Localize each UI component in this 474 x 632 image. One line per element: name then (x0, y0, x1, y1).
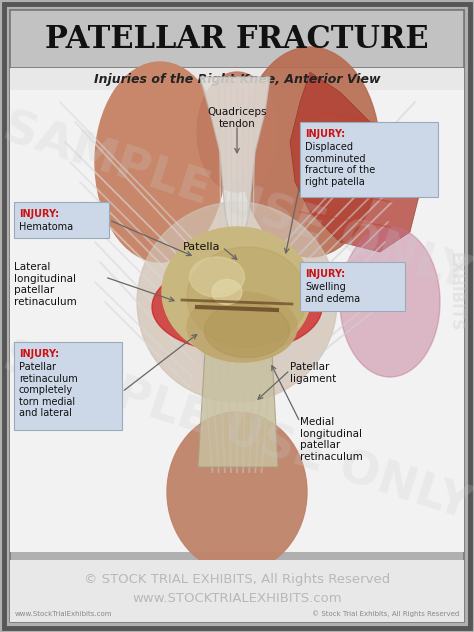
FancyBboxPatch shape (14, 342, 122, 430)
Text: Patellar
ligament: Patellar ligament (290, 362, 336, 384)
FancyBboxPatch shape (10, 68, 464, 90)
Ellipse shape (152, 262, 322, 352)
Polygon shape (200, 77, 270, 237)
Text: PATELLAR FRACTURE: PATELLAR FRACTURE (45, 23, 429, 54)
Ellipse shape (137, 202, 337, 402)
Ellipse shape (197, 72, 277, 192)
Polygon shape (198, 352, 278, 467)
Text: Quadriceps
tendon: Quadriceps tendon (207, 107, 267, 128)
FancyBboxPatch shape (300, 122, 438, 197)
Text: INJURY:: INJURY: (305, 129, 345, 139)
Text: Patellar
retinaculum
completely
torn medial
and lateral: Patellar retinaculum completely torn med… (19, 362, 78, 418)
Text: Medial
longitudinal
patellar
retinaculum: Medial longitudinal patellar retinaculum (300, 417, 363, 462)
FancyBboxPatch shape (10, 68, 464, 552)
Ellipse shape (187, 292, 297, 362)
Text: Patella: Patella (182, 242, 220, 252)
Text: Hematoma: Hematoma (19, 222, 73, 232)
FancyBboxPatch shape (14, 202, 109, 238)
Text: © Stock Trial Exhibits, All Rights Reserved: © Stock Trial Exhibits, All Rights Reser… (312, 611, 459, 617)
Text: Displaced
comminuted
fracture of the
right patella: Displaced comminuted fracture of the rig… (305, 142, 375, 187)
Text: Swelling
and edema: Swelling and edema (305, 282, 360, 303)
Ellipse shape (190, 257, 245, 297)
Text: SAMPLE USE ONLY: SAMPLE USE ONLY (0, 335, 474, 529)
Text: SAMPLE USE ONLY: SAMPLE USE ONLY (0, 105, 474, 299)
Ellipse shape (187, 247, 307, 347)
Ellipse shape (204, 303, 290, 358)
FancyBboxPatch shape (4, 4, 470, 628)
Ellipse shape (95, 62, 225, 262)
Text: © STOCK TRIAL EXHIBITS, All Rights Reserved: © STOCK TRIAL EXHIBITS, All Rights Reser… (84, 573, 390, 586)
Text: Injuries of the Right Knee, Anterior View: Injuries of the Right Knee, Anterior Vie… (94, 73, 380, 85)
FancyBboxPatch shape (10, 10, 464, 68)
Ellipse shape (212, 279, 242, 305)
Ellipse shape (162, 227, 312, 357)
FancyBboxPatch shape (10, 560, 464, 622)
Text: Lateral
longitudinal
patellar
retinaculum: Lateral longitudinal patellar retinaculu… (14, 262, 77, 307)
Ellipse shape (340, 227, 440, 377)
Polygon shape (290, 72, 420, 252)
Text: INJURY:: INJURY: (19, 349, 59, 359)
Ellipse shape (164, 272, 310, 342)
FancyBboxPatch shape (300, 262, 405, 311)
Text: INJURY:: INJURY: (19, 209, 59, 219)
Ellipse shape (167, 412, 307, 572)
Text: www.StockTrialExhibits.com: www.StockTrialExhibits.com (15, 611, 112, 617)
Text: INJURY:: INJURY: (305, 269, 345, 279)
Text: www.STOCKTRIALEXHIBITS.com: www.STOCKTRIALEXHIBITS.com (132, 592, 342, 604)
Text: EXHIBITS: EXHIBITS (447, 252, 463, 332)
Ellipse shape (240, 47, 380, 257)
